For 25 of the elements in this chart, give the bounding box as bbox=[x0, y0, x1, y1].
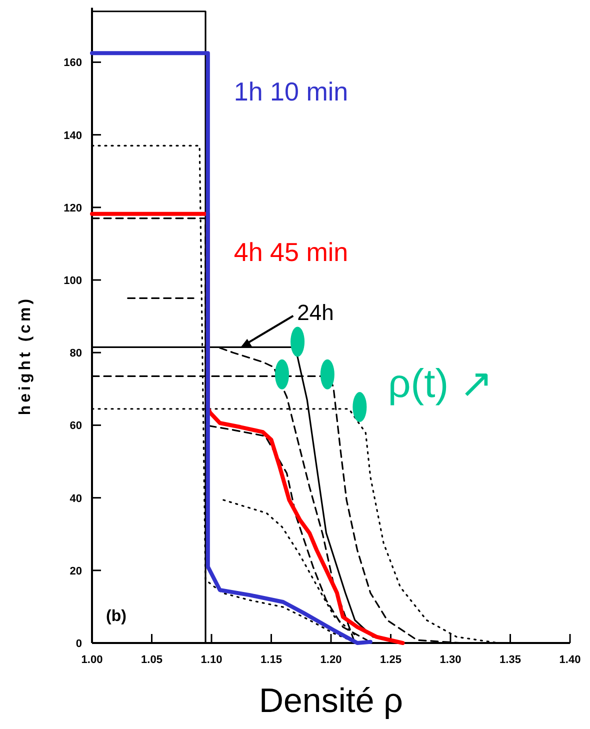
y-tick-label: 60 bbox=[70, 420, 82, 432]
y-tick-label: 120 bbox=[64, 202, 82, 214]
x-tick-label: 1.40 bbox=[559, 654, 581, 666]
x-tick-label: 1.20 bbox=[320, 654, 342, 666]
x-tick-label: 1.05 bbox=[141, 654, 162, 666]
series-label: 4h 45 min bbox=[234, 237, 348, 268]
y-tick-label: 40 bbox=[70, 492, 82, 505]
y-tick-label: 160 bbox=[64, 57, 82, 70]
y-tick-label: 140 bbox=[64, 130, 82, 142]
annotation: (b) bbox=[106, 608, 126, 625]
y-tick-label: 0 bbox=[76, 638, 82, 650]
x-tick-label: 1.25 bbox=[380, 654, 402, 666]
x-tick-label: 1.30 bbox=[440, 654, 462, 666]
x-tick-label: 1.10 bbox=[200, 654, 222, 666]
y-tick-label: 20 bbox=[70, 565, 82, 578]
x-axis-title: Densité ρ bbox=[258, 682, 404, 720]
annotation: ρ(t) ↗ bbox=[388, 362, 494, 406]
x-tick-label: 1.15 bbox=[260, 654, 282, 666]
y-tick-label: 100 bbox=[64, 275, 82, 287]
x-tick-label: 1.00 bbox=[81, 654, 103, 666]
y-axis-title: height (cm) bbox=[17, 296, 34, 416]
x-tick-label: 1.35 bbox=[500, 654, 521, 666]
series-label: 1h 10 min bbox=[234, 76, 348, 106]
y-tick-label: 80 bbox=[70, 348, 82, 360]
annotation: 24h bbox=[297, 300, 334, 325]
